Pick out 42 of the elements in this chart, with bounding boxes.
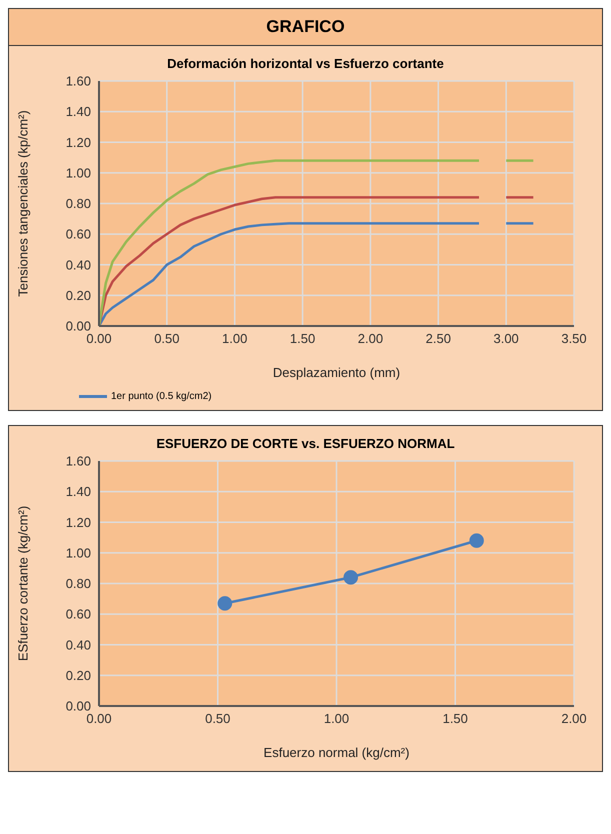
x-tick-label: 3.50 xyxy=(561,331,587,346)
x-tick-label: 1.50 xyxy=(442,711,468,726)
chart-title: Deformación horizontal vs Esfuerzo cortante xyxy=(166,55,445,71)
y-tick-label: 0.40 xyxy=(66,257,91,272)
x-tick-label: 0.00 xyxy=(86,331,112,346)
y-tick-label: 0.60 xyxy=(66,606,91,622)
y-tick-label: 0.40 xyxy=(66,637,91,652)
y-tick-label: 1.40 xyxy=(66,104,91,120)
y-axis-title: Tensiones tangenciales (kp/cm²) xyxy=(16,110,31,297)
x-tick-label: 1.50 xyxy=(290,331,316,346)
point xyxy=(344,570,358,585)
y-tick-label: 1.00 xyxy=(66,165,91,180)
x-tick-label: 1.00 xyxy=(324,711,350,726)
legend-label: 1er punto (0.5 kg/cm2) xyxy=(111,391,212,402)
x-axis-title: Desplazamiento (mm) xyxy=(272,365,400,380)
point xyxy=(469,533,484,548)
y-tick-label: 1.60 xyxy=(66,74,91,89)
y-tick-label: 1.20 xyxy=(66,514,91,530)
y-tick-label: 1.00 xyxy=(66,545,91,560)
chart-title: ESFUERZO DE CORTE vs. ESFUERZO NORMAL xyxy=(155,435,456,451)
x-tick-label: 0.00 xyxy=(86,711,112,726)
point xyxy=(218,596,232,611)
x-tick-label: 2.00 xyxy=(358,331,384,346)
x-tick-label: 2.50 xyxy=(426,331,451,346)
y-tick-label: 0.20 xyxy=(66,288,91,303)
x-tick-label: 0.50 xyxy=(154,331,180,346)
y-tick-label: 1.40 xyxy=(66,484,91,500)
x-tick-label: 0.50 xyxy=(205,711,230,726)
x-tick-label: 2.00 xyxy=(561,711,587,726)
x-tick-label: 1.00 xyxy=(222,331,248,346)
y-tick-label: 0.60 xyxy=(66,226,91,242)
x-axis-title: Esfuerzo normal (kg/cm²) xyxy=(264,745,410,760)
y-axis-title: ESfuerzo cortante (kg/cm²) xyxy=(16,506,31,662)
y-tick-label: 1.60 xyxy=(66,454,91,469)
y-tick-label: 0.00 xyxy=(66,698,91,714)
y-tick-label: 1.20 xyxy=(66,134,91,150)
y-tick-label: 0.00 xyxy=(66,318,91,334)
y-tick-label: 0.80 xyxy=(66,196,91,212)
y-tick-label: 0.80 xyxy=(66,576,91,592)
text: GRAFICO xyxy=(9,9,602,46)
y-tick-label: 0.20 xyxy=(66,668,91,683)
x-tick-label: 3.00 xyxy=(493,331,519,346)
